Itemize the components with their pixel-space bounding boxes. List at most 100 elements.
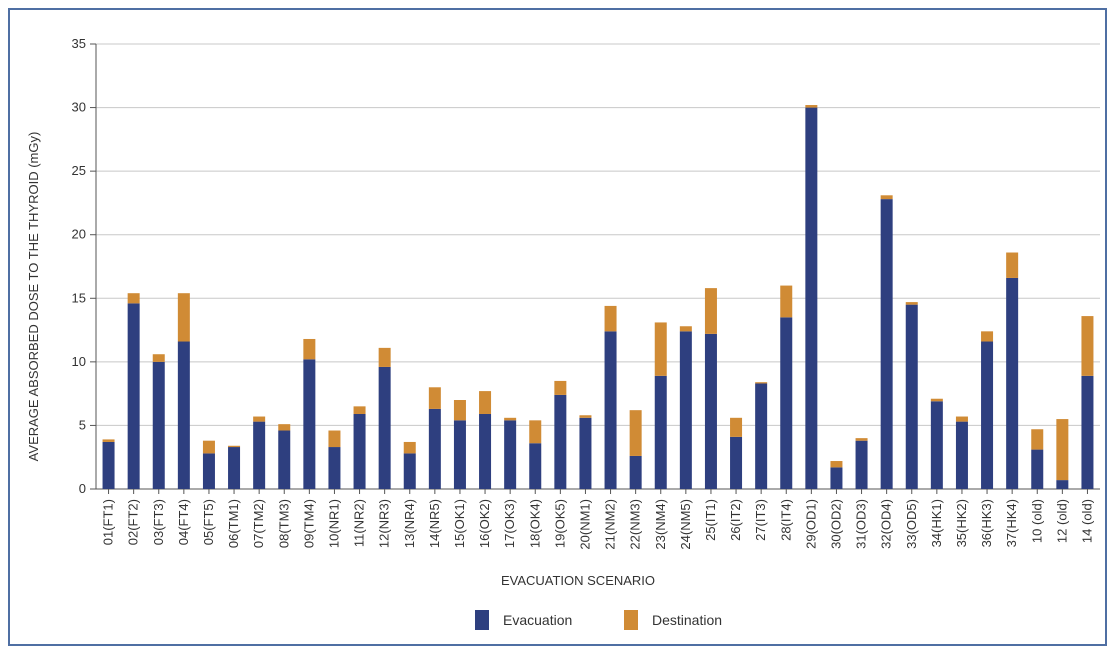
x-tick-label: 14 (old) — [1079, 499, 1094, 543]
legend-item-evacuation: Evacuation — [475, 610, 572, 630]
bar-destination-segment — [177, 293, 190, 342]
bar-destination-segment — [228, 445, 241, 448]
legend-item-destination: Destination — [624, 610, 722, 630]
bar-evacuation-segment — [780, 317, 793, 489]
x-tick-label: 17(OK3) — [502, 499, 517, 548]
bar-destination-segment — [1006, 252, 1019, 278]
axes — [95, 44, 1100, 490]
bar-destination-segment — [1031, 429, 1044, 450]
gridlines — [90, 43, 1100, 490]
bar-evacuation-segment — [679, 331, 692, 489]
bar-destination-segment — [102, 439, 115, 442]
y-tick-label: 25 — [72, 163, 86, 178]
bar-evacuation-segment — [1056, 480, 1069, 489]
x-tick-label: 02(FT2) — [126, 499, 141, 545]
x-tick-label: 30(OD2) — [828, 499, 843, 549]
bar-destination-segment — [453, 400, 466, 421]
bar-destination-segment — [554, 380, 567, 395]
x-tick-label: 28(IT4) — [778, 499, 793, 541]
bar-evacuation-segment — [453, 420, 466, 489]
x-tick-label: 12 (old) — [1054, 499, 1069, 543]
x-tick-label: 34(HK1) — [929, 499, 944, 547]
bar-evacuation-segment — [579, 417, 592, 489]
bar-evacuation-segment — [102, 441, 115, 489]
bar-destination-segment — [1081, 316, 1094, 376]
bar-evacuation-segment — [1006, 277, 1019, 489]
bar-destination-segment — [780, 285, 793, 318]
x-tick-label: 14(NR5) — [427, 499, 442, 548]
legend-label: Destination — [652, 612, 722, 628]
bar-evacuation-segment — [554, 394, 567, 489]
x-tick-label: 04(FT4) — [176, 499, 191, 545]
bar-destination-segment — [504, 417, 517, 421]
bar-evacuation-segment — [353, 413, 366, 489]
bar-evacuation-segment — [930, 401, 943, 489]
bar-destination-segment — [278, 424, 291, 431]
bar-evacuation-segment — [1031, 449, 1044, 489]
bar-evacuation-segment — [278, 430, 291, 489]
bar-evacuation-segment — [403, 453, 416, 489]
bar-destination-segment — [905, 302, 918, 305]
x-tick-labels: 01(FT1) 02(FT2) 03(FT3) 04(FT4) 05(FT5) 06(TM… — [101, 489, 1094, 550]
x-tick-label: 19(OK5) — [552, 499, 567, 548]
x-tick-label: 11(NR2) — [352, 499, 367, 547]
x-tick-label: 21(NM2) — [603, 499, 618, 550]
x-tick-label: 13(NR4) — [402, 499, 417, 548]
x-tick-label: 10(NR1) — [326, 499, 341, 548]
x-tick-label: 33(OD5) — [904, 499, 919, 549]
y-tick-label: 15 — [72, 290, 86, 305]
x-tick-label: 08(TM3) — [276, 499, 291, 548]
bar-evacuation-segment — [704, 333, 717, 489]
bar-destination-segment — [403, 441, 416, 454]
bar-destination-segment — [830, 461, 843, 468]
y-axis-title: AVERAGE ABSORBED DOSE TO THE THYROID (mG… — [26, 132, 41, 462]
bar-evacuation-segment — [830, 467, 843, 489]
bar-destination-segment — [930, 398, 943, 402]
bar-evacuation-segment — [529, 443, 542, 489]
x-tick-label: 32(OD4) — [879, 499, 894, 549]
x-tick-label: 16(OK2) — [477, 499, 492, 548]
bar-destination-segment — [1056, 419, 1069, 481]
bar-destination-segment — [328, 430, 341, 448]
bar-evacuation-segment — [202, 453, 215, 489]
bar-evacuation-segment — [905, 304, 918, 489]
x-tick-label: 27(IT3) — [753, 499, 768, 541]
x-tick-label: 01(FT1) — [101, 499, 116, 545]
x-tick-label: 12(NR3) — [377, 499, 392, 548]
bar-evacuation-segment — [604, 331, 617, 489]
bars — [102, 105, 1094, 490]
bar-destination-segment — [629, 410, 642, 456]
x-tick-label: 29(OD1) — [803, 499, 818, 549]
bar-evacuation-segment — [955, 421, 968, 489]
bar-destination-segment — [955, 416, 968, 422]
bar-destination-segment — [704, 288, 717, 334]
bar-evacuation-segment — [127, 303, 140, 489]
x-tick-label: 20(NM1) — [577, 499, 592, 550]
y-tick-labels: 0 5 10 15 20 25 30 35 — [72, 36, 86, 496]
bar-evacuation-segment — [152, 361, 165, 489]
bar-destination-segment — [981, 331, 994, 342]
bar-evacuation-segment — [177, 341, 190, 489]
y-tick-label: 30 — [72, 100, 86, 115]
legend-label: Evacuation — [503, 612, 572, 628]
bar-evacuation-segment — [479, 413, 492, 489]
bar-evacuation-segment — [303, 359, 316, 489]
x-axis-title: EVACUATION SCENARIO — [501, 573, 655, 588]
x-tick-label: 05(FT5) — [201, 499, 216, 545]
bar-evacuation-segment — [504, 420, 517, 489]
bar-destination-segment — [152, 354, 165, 362]
bar-destination-segment — [730, 417, 743, 437]
legend-swatch — [475, 610, 489, 630]
bar-destination-segment — [880, 195, 893, 200]
bar-destination-segment — [378, 347, 391, 367]
x-tick-label: 36(HK3) — [979, 499, 994, 547]
x-tick-label: 03(FT3) — [151, 499, 166, 545]
y-tick-label: 20 — [72, 227, 86, 242]
x-tick-label: 26(IT2) — [728, 499, 743, 541]
y-tick-label: 5 — [79, 417, 86, 432]
x-tick-label: 18(OK4) — [527, 499, 542, 548]
bar-evacuation-segment — [880, 199, 893, 489]
x-tick-label: 15(OK1) — [452, 499, 467, 548]
bar-evacuation-segment — [378, 366, 391, 489]
x-tick-label: 10 (old) — [1029, 499, 1044, 543]
